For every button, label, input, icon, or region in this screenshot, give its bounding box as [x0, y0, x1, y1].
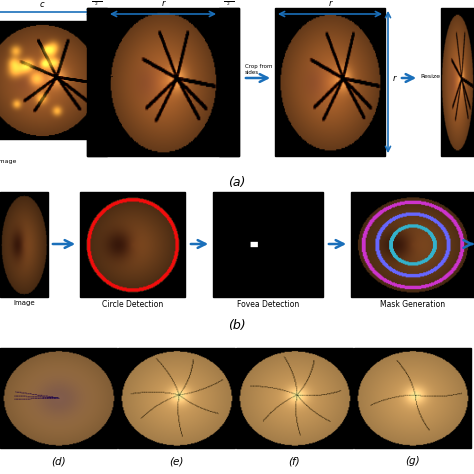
Bar	[236, 348, 353, 448]
Text: (a): (a)	[228, 176, 246, 189]
Bar	[213, 192, 323, 297]
Bar	[351, 192, 474, 297]
Bar	[0, 192, 48, 297]
Text: Circle Detection: Circle Detection	[102, 300, 163, 309]
Text: Crop from
sides: Crop from sides	[245, 64, 273, 75]
Text: (e): (e)	[169, 456, 184, 466]
Text: Resize: Resize	[420, 73, 440, 79]
Text: (g): (g)	[405, 456, 420, 466]
Text: Fovea Detection: Fovea Detection	[237, 300, 299, 309]
Bar	[219, 8, 239, 156]
Text: $\frac{c-r}{2}$: $\frac{c-r}{2}$	[91, 0, 103, 8]
Text: Mask Generation: Mask Generation	[380, 300, 445, 309]
Text: (f): (f)	[289, 456, 301, 466]
Text: r: r	[109, 73, 112, 82]
Text: r: r	[328, 0, 332, 8]
Text: (d): (d)	[51, 456, 66, 466]
Bar	[0, 348, 117, 448]
Text: (b): (b)	[228, 319, 246, 332]
Text: c: c	[40, 0, 44, 9]
Bar	[441, 8, 474, 156]
Bar	[0, 21, 101, 139]
Bar	[87, 8, 239, 156]
Text: Image: Image	[13, 300, 35, 306]
Text: nal Image: nal Image	[0, 159, 17, 164]
Text: r: r	[393, 73, 396, 82]
Bar	[275, 8, 385, 156]
Bar	[80, 192, 185, 297]
Bar	[118, 348, 235, 448]
Bar	[87, 8, 107, 156]
Text: r: r	[161, 0, 165, 8]
Text: $\frac{c-r}{2}$: $\frac{c-r}{2}$	[223, 0, 235, 8]
Bar	[354, 348, 471, 448]
